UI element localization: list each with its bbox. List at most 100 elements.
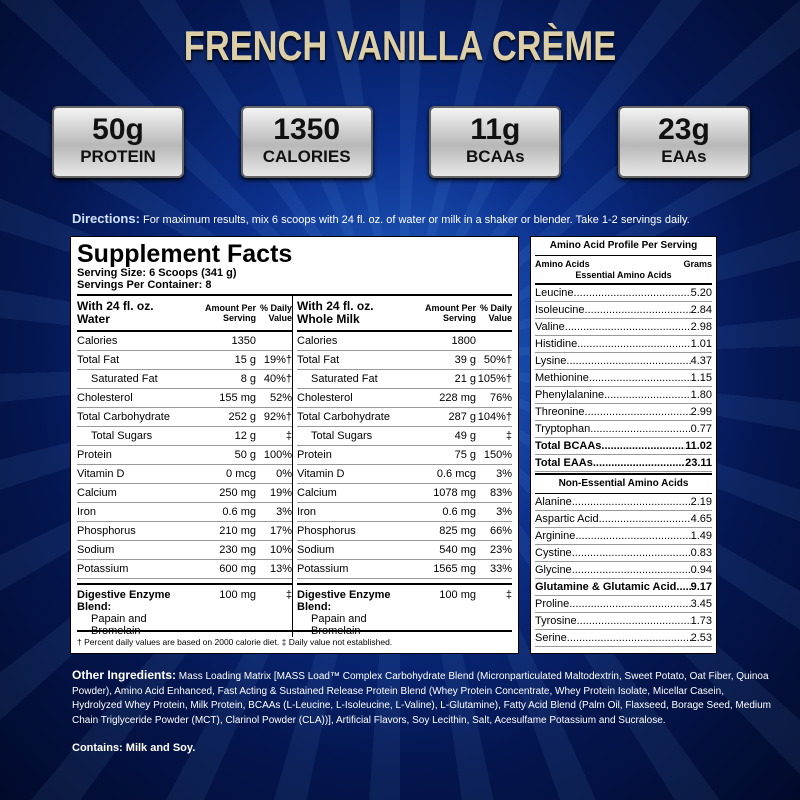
nutrient-dv: 83% [489,487,512,499]
amino-grams: 23.11 [685,456,712,469]
nutrient-amount: 287 g [448,411,476,423]
nutrient-dv: 3% [276,506,292,518]
amino-grams: 9.17 [690,580,712,593]
column-heading: With 24 fl. oz. Whole Milk [297,299,374,326]
amino-grams: 1.01 [690,337,712,350]
amino-grams: 1.49 [690,529,712,542]
amino-name: Glycine [535,564,691,577]
nutrient-row: Protein 50 g 100% [77,446,292,465]
column-heading: With 24 fl. oz. Water [77,299,154,326]
nutrient-dv: 17% [269,525,292,537]
nutrient-row: Calcium 250 mg 19% [77,484,292,503]
nutrient-dv: ‡ [285,430,292,442]
badge-protein: 50g PROTEIN [52,106,184,178]
nutrient-amount: 825 mg [439,525,476,537]
nutrient-row: Calcium 1078 mg 83% [297,484,512,503]
amino-grams: 2.84 [690,303,712,316]
nutrient-dv: 3% [496,468,512,480]
nutrient-name: Potassium [77,563,129,575]
enzyme-blend-row: Digestive Enzyme Blend: Papain and Bromel… [77,583,292,637]
blend-dv: ‡ [285,589,292,601]
nutrient-row: Cholesterol 228 mg 76% [297,389,512,408]
nutrient-amount: 1350 [231,335,256,347]
supplement-facts-panel: Supplement Facts Serving Size: 6 Scoops … [70,236,519,654]
nutrient-dv: 50%† [483,354,512,366]
nutrient-amount: 250 mg [219,487,256,499]
nutrient-amount: 50 g [234,449,256,461]
blend-amount: 100 mg [219,589,256,601]
amino-row: Lysine4.37 [535,353,712,370]
nutrient-amount: 1565 mg [433,563,476,575]
nutrient-row: Phosphorus 210 mg 17% [77,522,292,541]
nutrient-row: Vitamin D 0 mcg 0% [77,465,292,484]
nutrient-row: Total Fat 15 g 19%† [77,351,292,370]
amino-name: Glutamine & Glutamic Acid [535,581,691,594]
nutrient-name: Calcium [297,487,337,499]
nutrient-row: Iron 0.6 mg 3% [77,503,292,522]
amino-row: Alanine2.19 [535,494,712,511]
nutrient-row: Total Carbohydrate 252 g 92%† [77,408,292,427]
amino-row: Serine2.53 [535,630,712,647]
facts-title: Supplement Facts [77,240,293,268]
nutrient-name: Protein [297,449,332,461]
nutrient-name: Total Carbohydrate [77,411,170,423]
nutrient-row: Saturated Fat 21 g 105%† [297,370,512,389]
amino-name: Total EAAs [535,457,685,470]
nutrient-row: Sodium 540 mg 23% [297,541,512,560]
enzyme-blend-row: Digestive Enzyme Blend: Papain and Bromel… [297,583,512,637]
nutrient-amount: 0 mcg [226,468,256,480]
amino-grams: 0.77 [690,422,712,435]
nutrient-amount: 230 mg [219,544,256,556]
nutrient-row: Vitamin D 0.6 mcg 3% [297,465,512,484]
nutrient-name: Saturated Fat [91,373,158,385]
nutrient-dv: 92%† [263,411,292,423]
essential-header: Essential Amino Acids [535,270,712,285]
nutrient-dv: 19% [269,487,292,499]
footnote: † Percent daily values are based on 2000… [77,630,512,647]
nutrient-row: Iron 0.6 mg 3% [297,503,512,522]
amino-row: Leucine5.20 [535,285,712,302]
amino-name: Total BCAAs [535,440,685,453]
amino-row: Aspartic Acid4.65 [535,511,712,528]
nutrient-name: Calcium [77,487,117,499]
nutrient-dv: 40%† [263,373,292,385]
amount-header: Amount Per Serving [424,303,476,323]
nutrient-row: Calories 1800 [297,332,512,351]
nutrient-amount: 1800 [451,335,476,347]
nutrient-amount: 228 mg [439,392,476,404]
badge-calories: 1350 CALORIES [240,106,373,178]
nutrient-dv: 76% [489,392,512,404]
amino-grams: 11.02 [685,439,712,452]
nutrient-row: Total Carbohydrate 287 g 104%† [297,408,512,427]
nutrient-row: Total Sugars 12 g ‡ [77,427,292,446]
blend-title: Digestive Enzyme Blend: [77,589,171,613]
servings-per-container: Servings Per Container: 8 [77,279,212,291]
blend-name: Digestive Enzyme Blend: Papain and Bromel… [297,589,406,637]
daily-value-header: % Daily Value [479,303,512,323]
nutrient-amount: 49 g [454,430,476,442]
amino-row: Arginine1.49 [535,528,712,545]
nutrient-row: Potassium 1565 mg 33% [297,560,512,579]
nutrient-dv: 105%† [477,373,512,385]
amino-grams: 5.20 [690,286,712,299]
amino-row: Cystine0.83 [535,545,712,562]
amino-name: Threonine [535,406,691,419]
badge-bcaas: 11g BCAAs [429,106,562,178]
nutrient-name: Total Fat [297,354,340,366]
nutrient-name: Sodium [77,544,115,556]
nutrient-dv: 104%† [477,411,512,423]
nutrient-name: Calories [77,335,118,347]
amino-grams: 2.98 [690,320,712,333]
nutrient-name: Vitamin D [297,468,345,480]
other-ingredients: Other Ingredients: Mass Loading Matrix [… [72,668,771,726]
amino-row: Total BCAAs11.02 [535,438,712,455]
amino-acid-panel: Amino Acid Profile Per Serving Amino Aci… [530,236,717,654]
nutrient-row: Calories 1350 [77,332,292,351]
amino-name: Histidine [535,338,691,351]
nutrient-amount: 155 mg [219,392,256,404]
column-header: With 24 fl. oz. Whole Milk Amount Per Ser… [297,296,512,332]
amino-name: Proline [535,598,691,611]
amino-name: Tryptophan [535,423,691,436]
amino-row: Glycine0.94 [535,562,712,579]
